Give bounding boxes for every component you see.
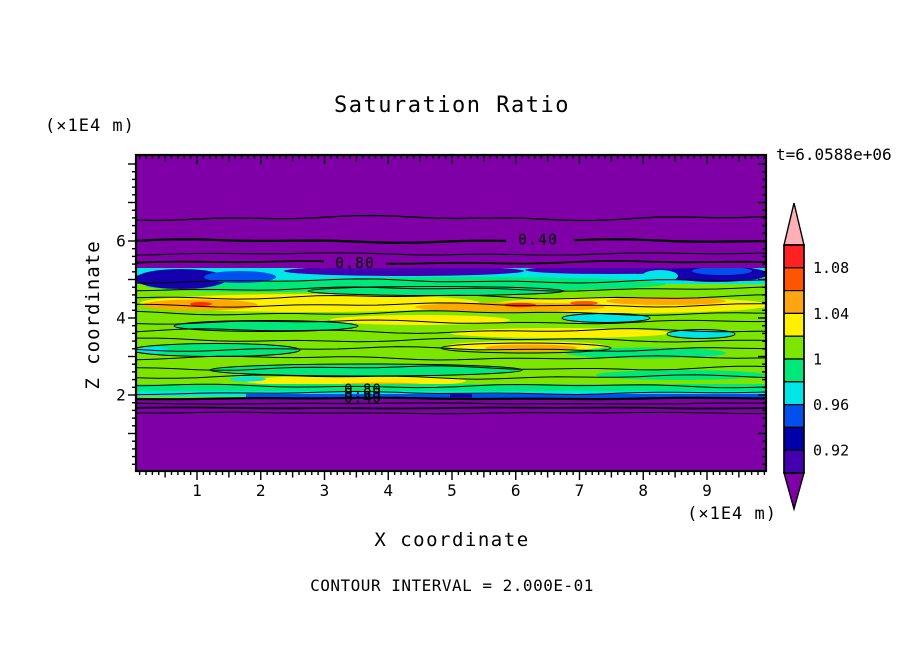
colorbar: 1.08 1.04 1 0.96 0.92 bbox=[784, 203, 849, 509]
contour-label-upper-040: 0.40 bbox=[518, 231, 558, 249]
colorbar-over-range-arrow bbox=[784, 203, 804, 245]
colorbar-tick-label: 1.08 bbox=[813, 259, 849, 277]
colorbar-segment bbox=[784, 405, 804, 428]
colorbar-segment bbox=[784, 427, 804, 450]
band-bottom-navy-dash bbox=[450, 394, 472, 398]
x-tick-label: 8 bbox=[638, 481, 648, 500]
colorbar-segment bbox=[784, 336, 804, 359]
colorbar-segment bbox=[784, 268, 804, 291]
time-annotation: t=6.0588e+06 bbox=[776, 145, 892, 164]
colorbar-labels: 1.08 1.04 1 0.96 0.92 bbox=[813, 259, 849, 459]
contour-interval-caption: CONTOUR INTERVAL = 2.000E-01 bbox=[310, 576, 594, 595]
contour-line bbox=[137, 398, 765, 399]
colorbar-segment bbox=[784, 291, 804, 314]
x-axis-unit-label: (×1E4 m) bbox=[687, 504, 777, 524]
band-lens bbox=[692, 267, 752, 275]
x-tick-label: 3 bbox=[320, 481, 330, 500]
x-tick-label: 6 bbox=[511, 481, 521, 500]
colorbar-segment bbox=[784, 359, 804, 382]
x-tick-label: 4 bbox=[383, 481, 393, 500]
figure-canvas: 123456789246 0.40 0.80 0.80 0.60 0.40 1.… bbox=[0, 0, 904, 654]
band-lens bbox=[450, 328, 670, 338]
band-lens bbox=[230, 377, 266, 382]
colorbar-segment bbox=[784, 245, 804, 268]
chart-title: Saturation Ratio bbox=[334, 93, 570, 118]
colorbar-segment bbox=[784, 382, 804, 405]
colorbar-tick-label: 1.04 bbox=[813, 305, 849, 323]
contour-line bbox=[137, 408, 765, 409]
colorbar-segment bbox=[784, 450, 804, 473]
y-tick-label: 6 bbox=[116, 232, 126, 251]
colorbar-tick-label: 0.92 bbox=[813, 442, 849, 460]
band-lens bbox=[190, 302, 212, 306]
band-lens bbox=[570, 301, 598, 305]
band-lens bbox=[485, 345, 577, 352]
y-axis-label: Z coordinate bbox=[82, 240, 104, 389]
y-tick-label: 4 bbox=[116, 309, 126, 328]
colorbar-segment bbox=[784, 313, 804, 336]
saturation-ratio-contour-plot: 123456789246 0.40 0.80 0.80 0.60 0.40 1.… bbox=[0, 0, 904, 654]
colorbar-tick-label: 1 bbox=[813, 350, 822, 368]
colorbar-under-range-arrow bbox=[784, 473, 804, 509]
x-tick-label: 1 bbox=[192, 481, 202, 500]
colorbar-segments bbox=[784, 245, 804, 473]
colorbar-tick-label: 0.96 bbox=[813, 396, 849, 414]
x-tick-label: 7 bbox=[575, 481, 585, 500]
y-axis-unit-label: (×1E4 m) bbox=[45, 116, 135, 136]
contour-label-lower-040: 0.40 bbox=[344, 391, 382, 407]
contour-label-upper-080: 0.80 bbox=[335, 254, 375, 272]
x-tick-label: 9 bbox=[702, 481, 712, 500]
x-tick-label: 5 bbox=[447, 481, 457, 500]
x-tick-label: 2 bbox=[256, 481, 266, 500]
y-tick-label: 2 bbox=[116, 386, 126, 405]
x-axis-label: X coordinate bbox=[374, 529, 529, 551]
